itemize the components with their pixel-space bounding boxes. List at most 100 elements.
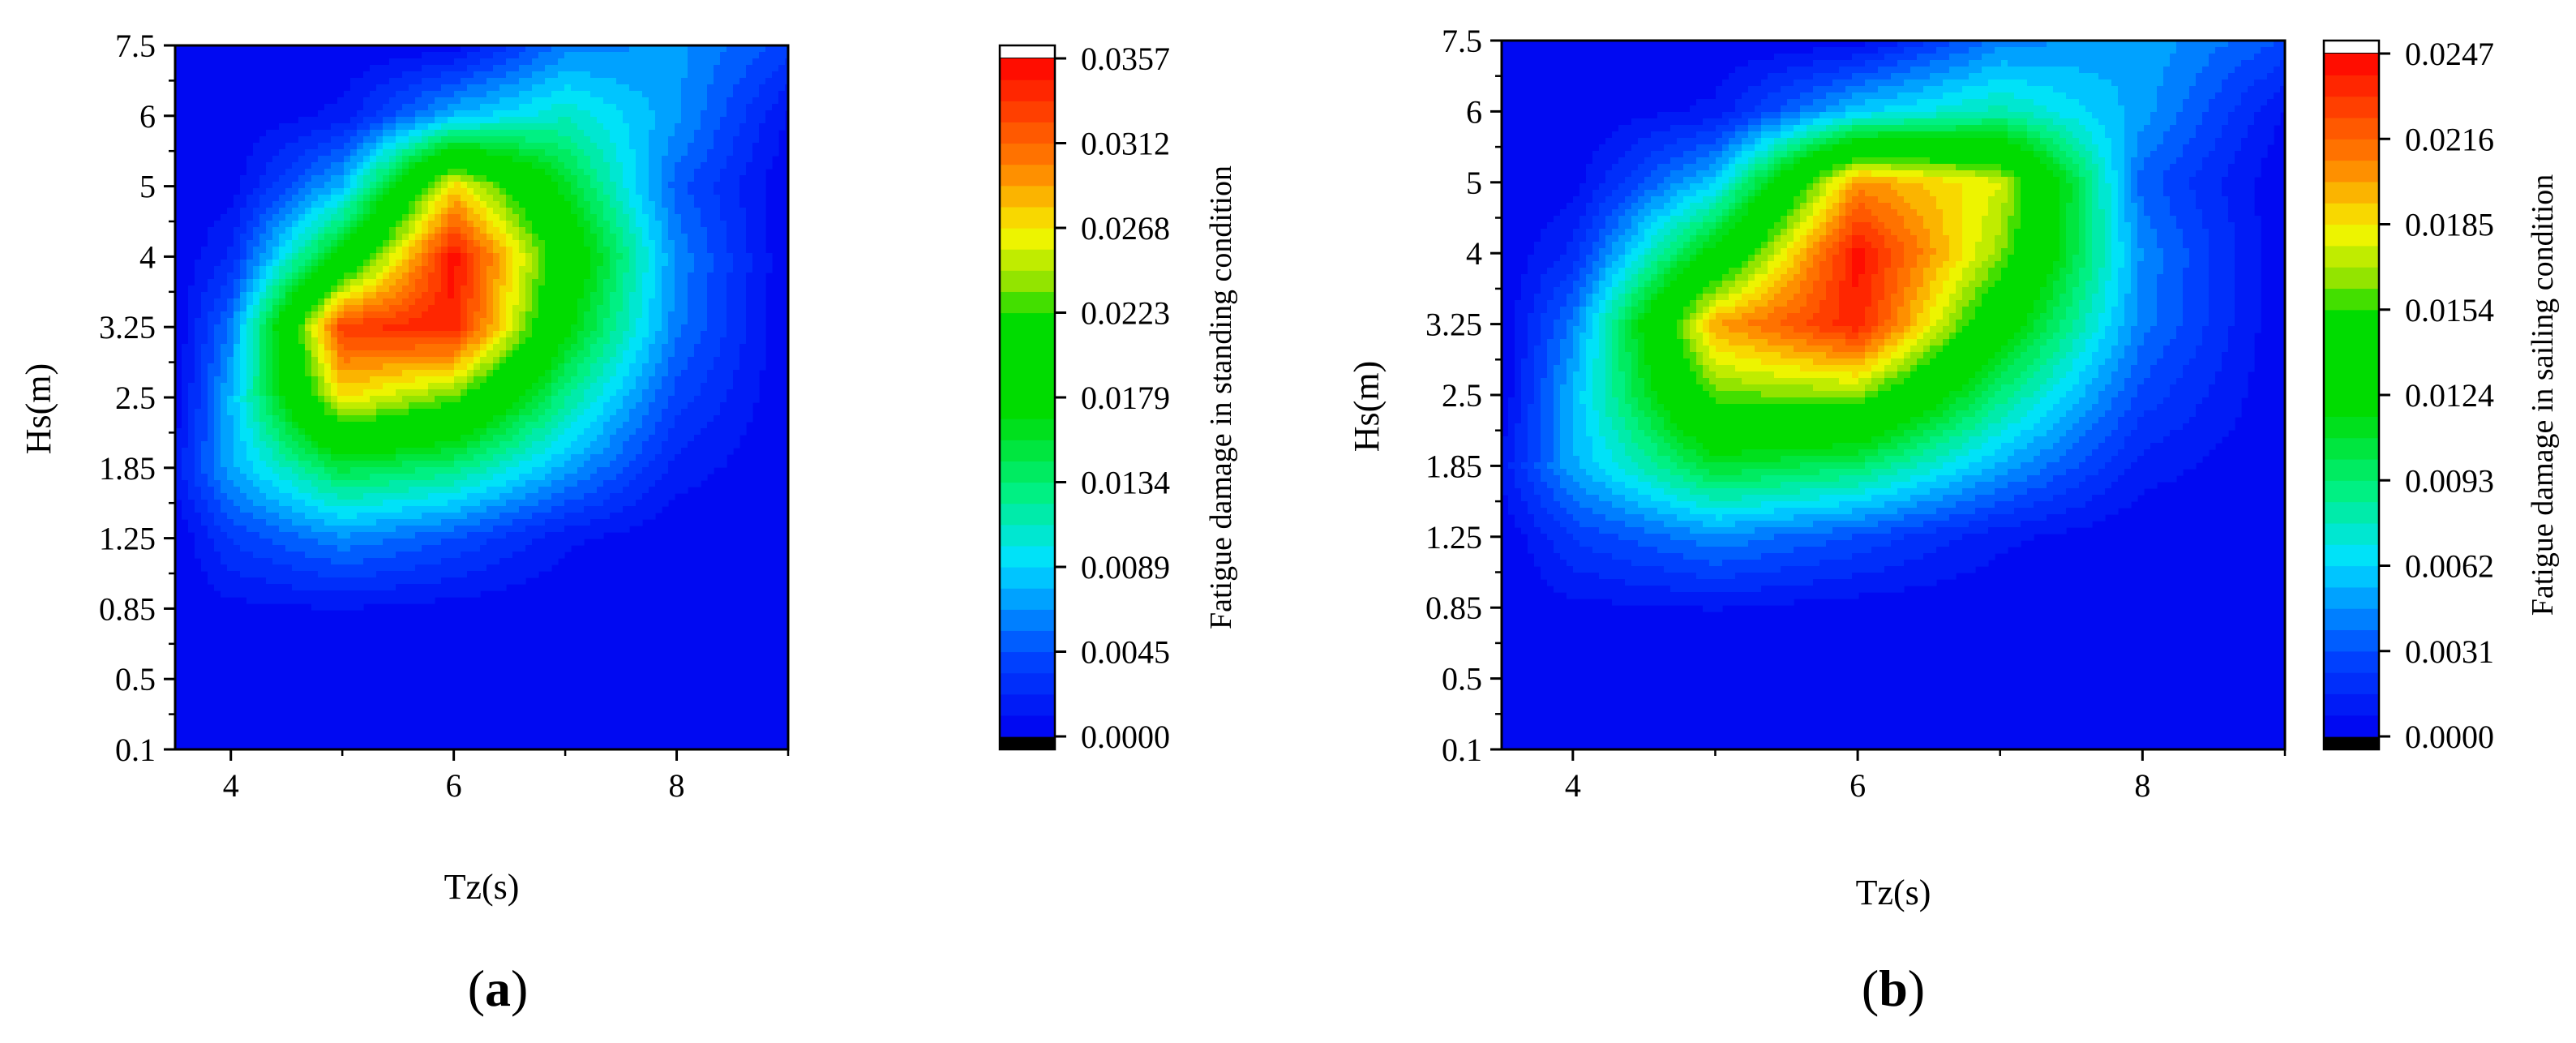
contour-cell (1891, 248, 1905, 255)
contour-cell (1962, 287, 1976, 294)
contour-cell (2072, 157, 2086, 165)
contour-cell (441, 260, 448, 267)
contour-cell (363, 214, 371, 221)
contour-cell (201, 370, 208, 377)
contour-cell (1716, 307, 1736, 314)
contour-cell (1962, 242, 1976, 249)
contour-cell (1781, 105, 1801, 113)
contour-cell (1969, 346, 1976, 353)
contour-cell (1988, 268, 2002, 275)
contour-cell (752, 260, 773, 267)
contour-cell (441, 71, 474, 79)
contour-cell (545, 344, 552, 351)
contour-cell (234, 305, 241, 312)
contour-cell (480, 357, 494, 364)
contour-cell (1930, 157, 2002, 165)
contour-cell (259, 182, 273, 189)
colorbar-band (1000, 567, 1055, 589)
contour-cell (1670, 326, 1678, 333)
contour-cell (2047, 281, 2054, 288)
contour-cell (1826, 222, 1840, 230)
contour-cell (603, 260, 611, 267)
contour-cell (1599, 339, 1606, 346)
contour-cell (551, 227, 565, 234)
contour-cell (409, 253, 416, 260)
contour-cell (396, 162, 403, 170)
contour-cell (649, 130, 675, 137)
contour-cell (2111, 274, 2119, 281)
contour-cell (1768, 235, 1775, 243)
contour-cell (499, 558, 559, 565)
contour-cell (2124, 144, 2138, 152)
contour-cell (2209, 151, 2235, 158)
contour-cell (720, 117, 747, 124)
contour-cell (292, 240, 306, 247)
contour-cell (357, 149, 371, 157)
contour-cell (272, 422, 286, 429)
contour-cell (376, 240, 384, 247)
contour-cell (2072, 300, 2080, 307)
contour-cell (279, 331, 286, 338)
contour-cell (752, 156, 773, 163)
contour-cell (208, 240, 234, 247)
contour-cell (1891, 73, 1931, 80)
contour-cell (1800, 190, 1807, 197)
contour-cell (1573, 339, 1580, 346)
contour-cell (2060, 112, 2093, 119)
contour-cell (337, 344, 345, 351)
contour-cell (285, 350, 293, 358)
contour-cell (259, 422, 267, 429)
contour-cell (545, 273, 552, 280)
contour-cell (1528, 255, 1561, 262)
contour-cell (1592, 300, 1600, 307)
contour-cell (208, 409, 215, 416)
contour-cell (2222, 177, 2255, 184)
contour-cell (474, 208, 487, 215)
contour-cell (765, 110, 786, 118)
contour-cell (480, 292, 487, 299)
contour-cell (2157, 287, 2184, 294)
contour-cell (227, 493, 247, 500)
contour-cell (1748, 242, 1762, 249)
contour-cell (1586, 320, 1593, 327)
contour-cell (538, 305, 546, 312)
contour-cell (2111, 242, 2125, 249)
contour-cell (337, 318, 364, 325)
contour-cell (1748, 190, 1755, 197)
contour-cell (2092, 268, 2099, 275)
contour-cell (1722, 170, 1736, 178)
contour-cell (234, 344, 241, 351)
contour-cell (662, 324, 669, 332)
contour-cell (298, 396, 306, 403)
contour-cell (396, 214, 403, 221)
contour-cell (545, 305, 552, 312)
contour-cell (2060, 268, 2073, 275)
contour-cell (1852, 164, 1892, 171)
contour-cell (2170, 125, 2197, 132)
contour-cell (2066, 235, 2080, 243)
contour-cell (221, 454, 234, 461)
contour-cell (2118, 183, 2125, 191)
contour-cell (636, 182, 649, 189)
contour-cell (1930, 346, 1944, 353)
contour-cell (292, 273, 299, 280)
contour-cell (1709, 346, 1717, 353)
contour-cell (2215, 47, 2261, 54)
contour-cell (1904, 261, 1918, 268)
contour-cell (461, 253, 468, 260)
contour-cell (331, 162, 345, 170)
contour-cell (603, 149, 617, 157)
contour-cell (1807, 294, 1827, 301)
contour-cell (1755, 157, 1768, 165)
contour-cell (1586, 229, 1600, 236)
contour-cell (1871, 112, 1937, 119)
contour-cell (1787, 196, 1794, 204)
contour-cell (331, 363, 338, 371)
contour-cell (714, 71, 747, 79)
contour-cell (311, 603, 364, 611)
contour-cell (655, 279, 662, 286)
contour-cell (383, 247, 390, 254)
contour-cell (285, 337, 293, 345)
contour-cell (538, 331, 546, 338)
contour-cell (2144, 255, 2164, 262)
